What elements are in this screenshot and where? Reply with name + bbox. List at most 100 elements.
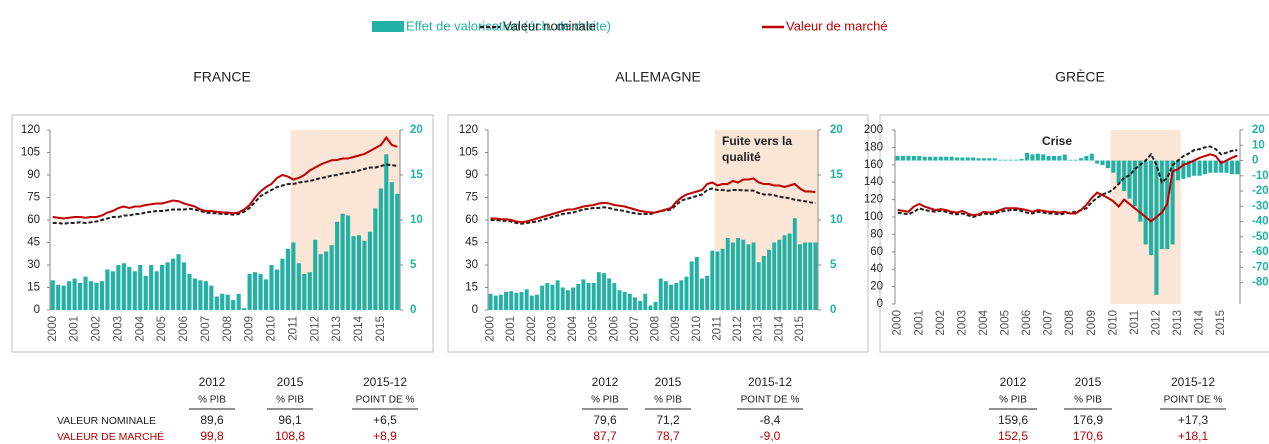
table-cell: 159,6 (998, 413, 1028, 427)
x-tick-label: 2008 (222, 316, 234, 342)
x-tick-label: 2004 (134, 315, 146, 341)
bar (88, 281, 94, 310)
table-cell: 78,7 (656, 429, 680, 443)
bar (545, 283, 550, 310)
bar (160, 265, 165, 310)
table-header: 2015 (277, 375, 304, 389)
bar (1051, 155, 1057, 161)
bar (529, 295, 534, 310)
bar (782, 235, 787, 310)
x-tick-label: 2013 (331, 316, 343, 342)
bar (736, 238, 741, 310)
bar (384, 154, 389, 310)
bar (987, 158, 992, 161)
x-tick-label: 2014 (1194, 309, 1206, 335)
bar (1100, 160, 1105, 166)
y2-tick-label: 0 (1252, 155, 1258, 167)
bar (307, 272, 312, 310)
bar (50, 280, 55, 310)
x-tick-label: 2012 (1150, 310, 1162, 336)
chart-panel: 0 15 30 45 60 75 90 105 120 0 5 10 15 20 2000 2001 2002 2… (11, 114, 434, 353)
bar (622, 292, 627, 310)
x-tick-label: 2000 (485, 316, 497, 342)
table-subheader: % PIB (654, 395, 682, 406)
y2-tick-label: -60 (1252, 246, 1269, 258)
y-tick-label: 30 (465, 259, 478, 271)
bar (291, 242, 296, 310)
y-tick-label: 100 (864, 211, 883, 223)
bar (143, 275, 148, 310)
bar (1149, 160, 1154, 256)
bar (110, 271, 115, 310)
bar (274, 269, 280, 310)
x-tick-label: 2009 (1086, 310, 1098, 336)
bar (746, 244, 751, 310)
bar (643, 293, 648, 310)
bar (813, 242, 818, 310)
y-tick-label: 105 (21, 147, 40, 159)
bar (787, 233, 792, 310)
bar (395, 193, 400, 310)
x-tick-label: 2010 (691, 316, 703, 342)
y-tick-label: 120 (21, 124, 40, 136)
y-tick-label: 45 (465, 237, 478, 249)
table-cell: 87,7 (593, 429, 617, 443)
bar (302, 274, 307, 310)
y-tick-label: 200 (864, 124, 883, 136)
bar (247, 274, 252, 310)
legend-label: Valeur de marché (786, 18, 888, 33)
bar (258, 274, 263, 310)
bar (181, 262, 187, 310)
bar (612, 283, 617, 310)
bar (1127, 160, 1132, 199)
x-tick-label: 2003 (956, 310, 968, 336)
bar (362, 240, 367, 310)
bar (231, 300, 236, 310)
bar (132, 271, 137, 310)
x-tick-label: 2009 (244, 316, 256, 342)
bar (555, 280, 560, 310)
bar (1041, 154, 1046, 161)
y-tick-label: 20 (870, 281, 883, 293)
bar (1025, 152, 1030, 161)
table-cell: -8,4 (760, 413, 781, 427)
y-tick-label: 60 (870, 246, 883, 258)
x-tick-label: 2001 (69, 316, 81, 342)
table-subheader: % PIB (1074, 395, 1102, 406)
x-tick-label: 2006 (178, 316, 190, 342)
x-tick-label: 2007 (1043, 310, 1055, 336)
y2-tick-label: 10 (830, 214, 843, 226)
bar (1159, 160, 1164, 250)
table-cell: -9,0 (760, 429, 781, 443)
bar (165, 262, 170, 310)
bar (220, 293, 225, 310)
legend-label: Effet de valorisation (éch. de droite) (406, 18, 611, 33)
bar (329, 245, 334, 310)
x-tick-label: 2004 (978, 309, 990, 335)
y2-tick-label: -20 (1252, 185, 1269, 197)
y2-tick-label: 0 (410, 304, 416, 316)
bar (684, 276, 689, 310)
x-tick-label: 2010 (266, 316, 278, 342)
bar (901, 155, 906, 161)
bar (565, 290, 570, 310)
x-tick-label: 2011 (711, 316, 723, 341)
x-tick-label: 2013 (753, 316, 765, 342)
bar (777, 239, 782, 310)
bar (488, 293, 493, 310)
bar (1105, 160, 1110, 169)
bar (504, 292, 509, 310)
bar (1197, 160, 1202, 176)
x-tick-label: 2001 (913, 310, 925, 336)
y2-tick-label: 15 (410, 169, 423, 181)
y2-tick-label: 20 (1252, 124, 1265, 136)
bar (720, 248, 725, 310)
y-tick-label: 75 (27, 192, 40, 204)
bar (1208, 160, 1213, 173)
y2-tick-label: -70 (1252, 261, 1269, 273)
bar (1030, 154, 1035, 161)
bar (1019, 159, 1024, 161)
bar (335, 221, 340, 310)
bar (1014, 159, 1019, 161)
y-tick-label: 80 (870, 228, 883, 240)
